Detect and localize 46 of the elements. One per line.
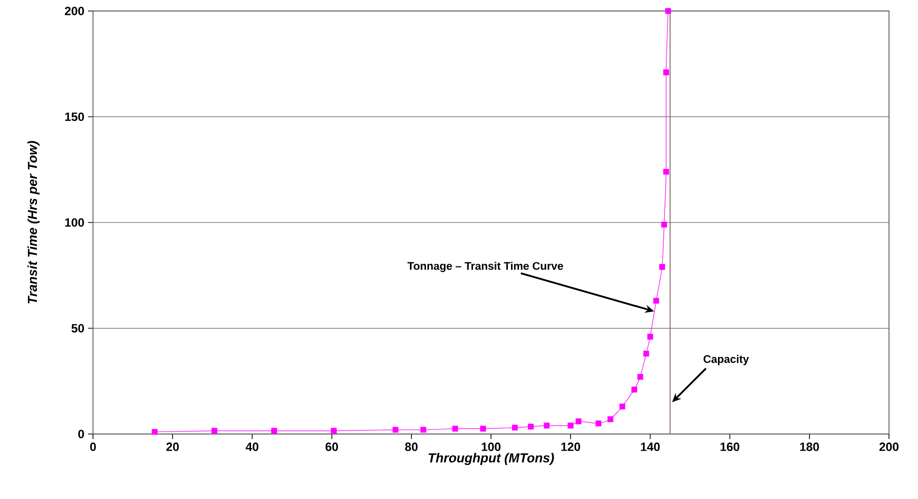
y-tick-label: 50 xyxy=(72,324,84,332)
point xyxy=(330,428,337,434)
ref-line-label: Capacity xyxy=(704,354,749,366)
point xyxy=(647,334,654,340)
x-tick-label: 60 xyxy=(326,442,338,452)
point xyxy=(631,386,638,392)
annotation: Tonnage – Transit Time Curve xyxy=(407,262,564,272)
point xyxy=(452,426,458,432)
x-tick-label: 100 xyxy=(482,442,501,452)
x-tick-label: 40 xyxy=(246,442,258,452)
x-tick-label: 160 xyxy=(720,442,740,452)
point xyxy=(392,426,398,433)
y-tick-label: 0 xyxy=(78,430,84,438)
point xyxy=(152,428,158,435)
point xyxy=(420,426,426,433)
point xyxy=(211,428,218,434)
y-tick-label: 150 xyxy=(65,112,84,121)
point xyxy=(568,422,574,428)
point xyxy=(661,222,668,228)
point xyxy=(480,426,486,432)
point xyxy=(596,420,602,426)
point xyxy=(619,404,626,410)
x-tick-label: 20 xyxy=(166,442,179,452)
point xyxy=(576,418,582,424)
point xyxy=(544,422,550,428)
y-tick-label: 200 xyxy=(64,6,84,16)
point xyxy=(663,69,670,76)
x-tick-label: 140 xyxy=(640,442,660,452)
point xyxy=(528,424,534,430)
x-tick-label: 120 xyxy=(561,442,580,452)
point xyxy=(637,374,644,380)
x-tick-label: 200 xyxy=(879,442,899,452)
point xyxy=(271,428,277,434)
x-axis-title: Throughput (MTons) xyxy=(428,452,554,466)
x-tick-label: 80 xyxy=(405,442,418,452)
y-axis-title: Transit Time (Hrs per Tow) xyxy=(27,141,40,304)
y-tick-label: 100 xyxy=(65,218,84,227)
point xyxy=(653,298,660,304)
point xyxy=(643,350,650,357)
point xyxy=(608,416,614,422)
point xyxy=(663,168,670,175)
point xyxy=(659,264,666,270)
x-tick-label: 0 xyxy=(90,442,96,452)
x-tick-label: 180 xyxy=(800,442,819,452)
point xyxy=(665,8,672,14)
point xyxy=(512,424,518,431)
